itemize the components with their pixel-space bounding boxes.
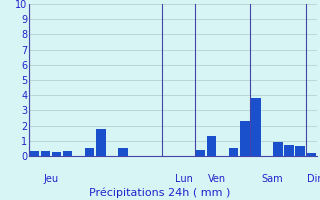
Bar <box>41 151 50 156</box>
Text: Lun: Lun <box>175 174 193 184</box>
Bar <box>96 129 106 156</box>
Bar <box>229 148 238 156</box>
Bar <box>30 151 39 156</box>
Text: Ven: Ven <box>208 174 226 184</box>
Bar <box>307 153 316 156</box>
Bar <box>85 148 94 156</box>
Text: Précipitations 24h ( mm ): Précipitations 24h ( mm ) <box>89 188 231 198</box>
Bar <box>251 98 260 156</box>
Text: Jeu: Jeu <box>44 174 59 184</box>
Bar <box>240 121 250 156</box>
Bar <box>284 145 294 156</box>
Text: Sam: Sam <box>262 174 283 184</box>
Bar <box>207 136 216 156</box>
Bar <box>52 152 61 156</box>
Bar <box>295 146 305 156</box>
Text: Dim: Dim <box>307 174 320 184</box>
Bar <box>118 148 128 156</box>
Bar <box>273 142 283 156</box>
Bar <box>196 150 205 156</box>
Bar <box>63 151 72 156</box>
